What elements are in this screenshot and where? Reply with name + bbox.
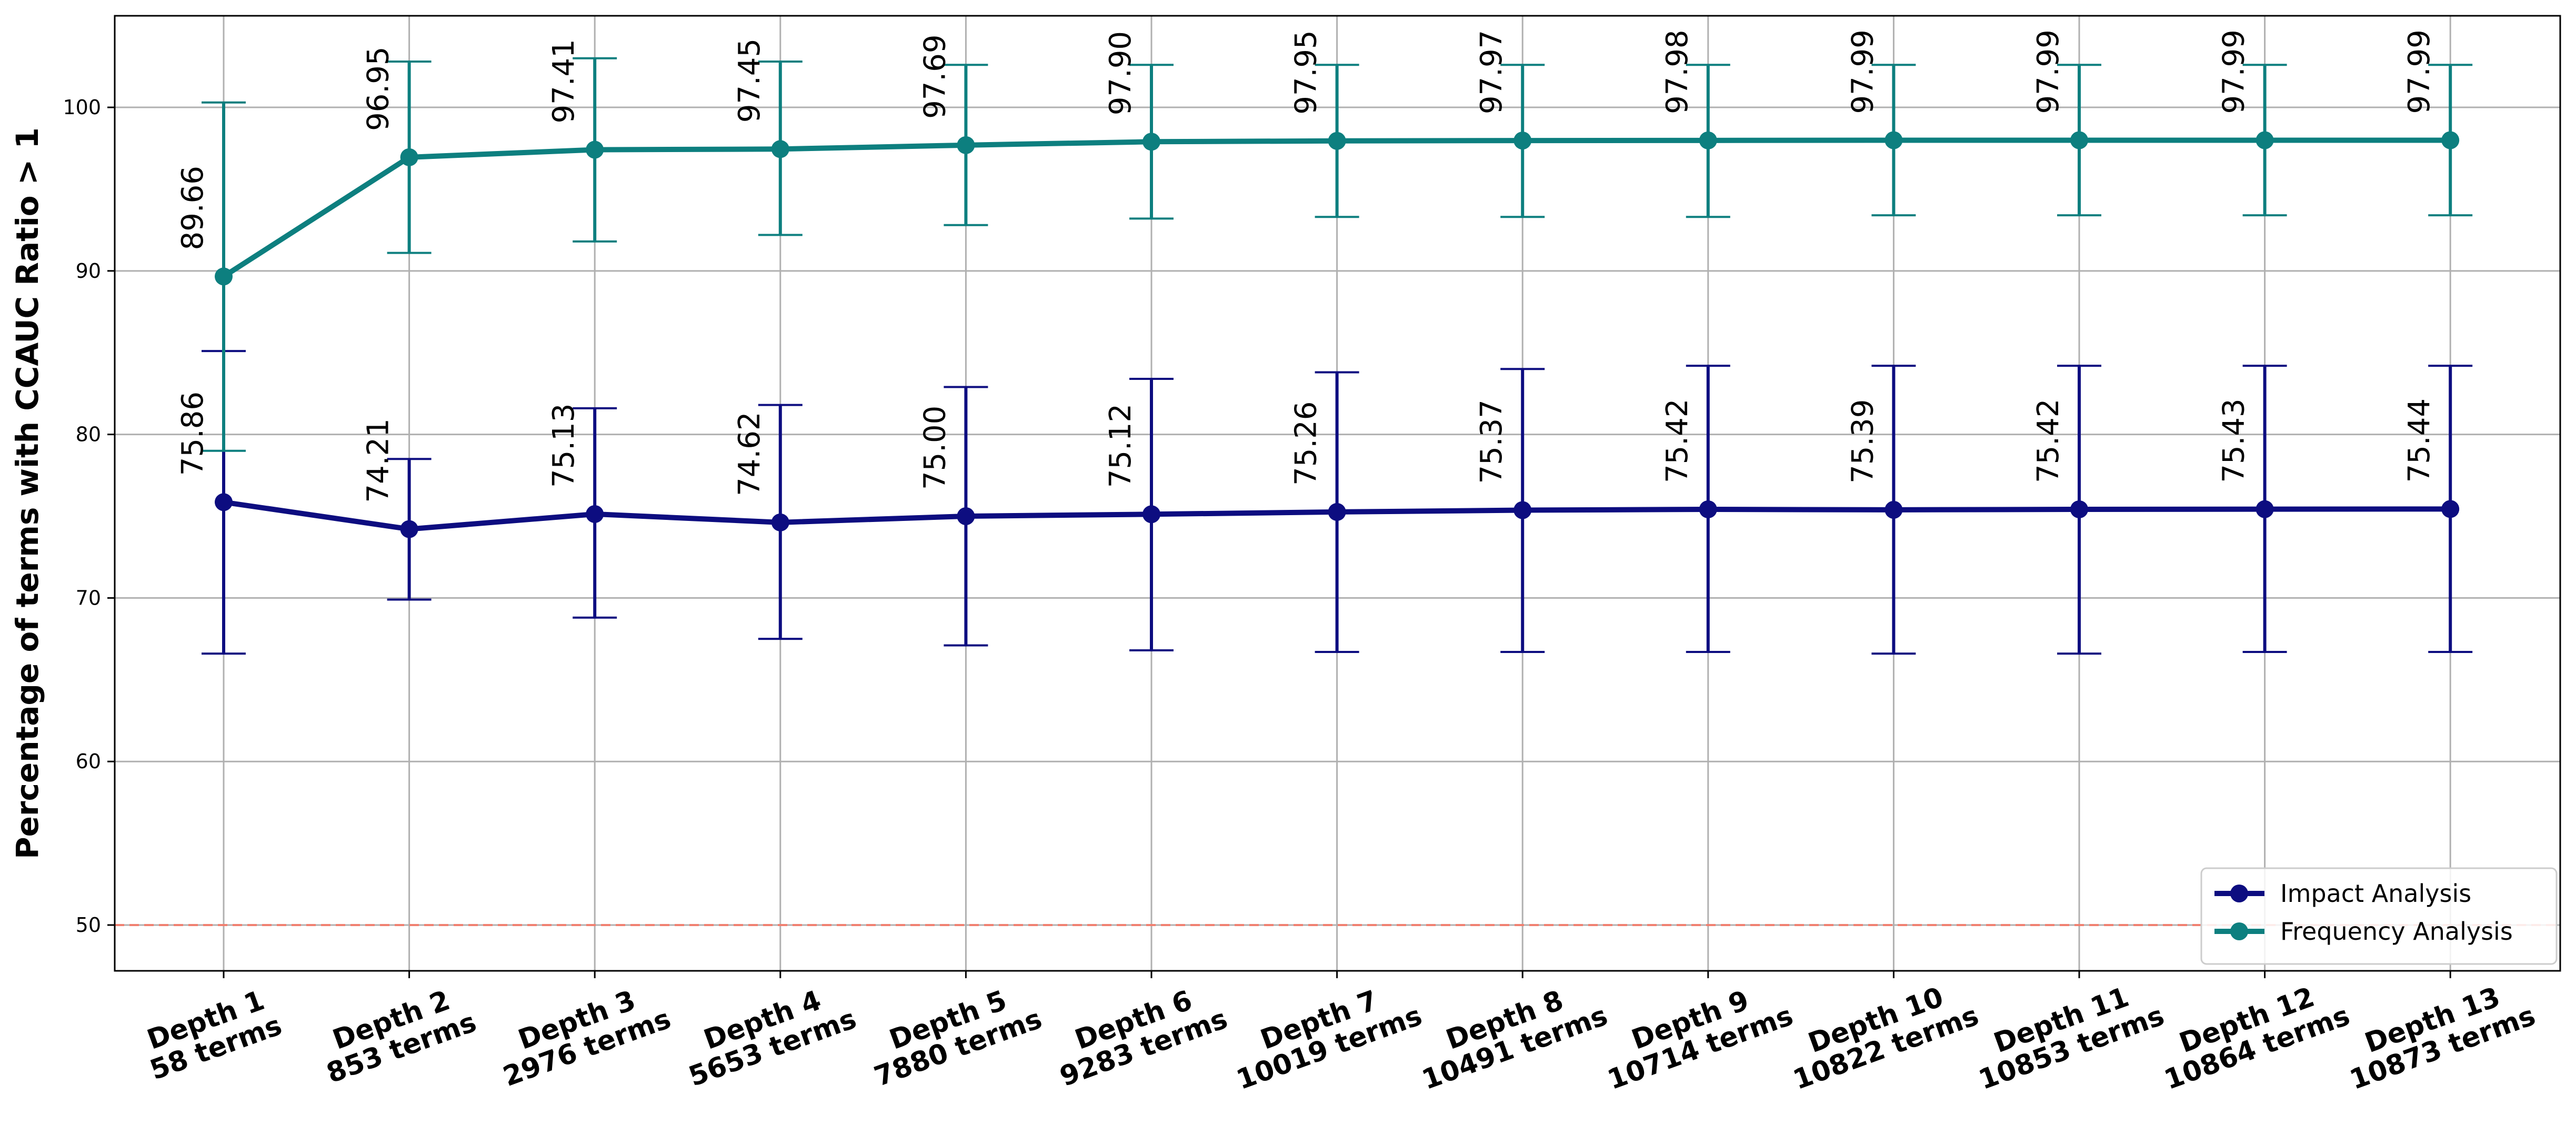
legend-box xyxy=(2200,867,2558,965)
legend-swatch-marker xyxy=(2230,922,2248,940)
x-tick-label: Depth 910714 terms xyxy=(1593,972,1797,1097)
data-label: 75.26 xyxy=(1289,401,1324,486)
data-label: 75.37 xyxy=(1475,399,1509,484)
data-label: 97.99 xyxy=(1846,29,1880,114)
legend-label: Frequency Analysis xyxy=(2280,917,2513,946)
series-frequency-analysis xyxy=(202,57,2473,452)
legend-label: Impact Analysis xyxy=(2280,879,2471,908)
y-tick-label: 60 xyxy=(76,750,101,773)
y-tick-label: 50 xyxy=(76,913,101,937)
data-point xyxy=(771,513,789,531)
data-labels: 75.86 74.21 75.13 74.62 75.00 75.12 75.26 75.37… xyxy=(176,29,2437,503)
data-label: 75.43 xyxy=(2217,398,2251,483)
data-label: 97.95 xyxy=(1289,30,1324,114)
data-point xyxy=(1699,131,1717,149)
x-tick-label: Depth 1110853 terms xyxy=(1964,972,2168,1097)
data-point xyxy=(1142,505,1160,524)
data-label: 97.99 xyxy=(2402,29,2437,114)
data-point xyxy=(957,507,975,526)
y-tick-label: 70 xyxy=(76,586,101,609)
data-label: 97.98 xyxy=(1660,29,1695,114)
data-point xyxy=(400,520,418,538)
y-tick-label: 80 xyxy=(76,423,101,446)
x-axis-ticks: Depth 158 terms Depth 2853 terms Depth 329… xyxy=(136,971,2540,1097)
x-tick-label: Depth 710019 terms xyxy=(1222,972,1426,1097)
data-label: 89.66 xyxy=(176,166,210,250)
data-point xyxy=(2070,131,2088,149)
data-point xyxy=(1513,132,1532,150)
x-tick-label: Depth 2853 terms xyxy=(313,979,480,1090)
data-point xyxy=(400,148,418,166)
data-point xyxy=(1885,131,1903,149)
data-point xyxy=(1513,501,1532,519)
data-label: 75.44 xyxy=(2402,398,2437,483)
data-point xyxy=(2256,500,2274,518)
data-label: 74.21 xyxy=(362,418,396,503)
series-impact-analysis xyxy=(202,350,2473,655)
data-point xyxy=(2256,131,2274,149)
data-label: 75.00 xyxy=(918,406,952,490)
x-tick-label: Depth 1210864 terms xyxy=(2150,972,2354,1097)
data-label: 96.95 xyxy=(362,47,396,131)
y-tick-label: 100 xyxy=(63,96,101,119)
data-point xyxy=(1328,132,1346,150)
x-tick-label: Depth 158 terms xyxy=(136,982,286,1086)
y-tick-label: 90 xyxy=(76,259,101,283)
data-point xyxy=(215,493,233,511)
x-tick-label: Depth 1310873 terms xyxy=(2336,972,2539,1097)
data-point xyxy=(957,136,975,154)
x-tick-label: Depth 810491 terms xyxy=(1408,972,1611,1097)
data-point xyxy=(771,140,789,158)
data-point xyxy=(215,267,233,286)
data-label: 75.42 xyxy=(1660,399,1695,483)
series-group xyxy=(202,57,2473,655)
data-label: 75.39 xyxy=(1846,399,1880,484)
x-tick-label: Depth 32976 terms xyxy=(489,976,675,1093)
x-tick-label: Depth 57880 terms xyxy=(860,976,1046,1093)
data-label: 97.99 xyxy=(2031,29,2066,114)
data-label: 75.42 xyxy=(2031,399,2066,483)
data-point xyxy=(2441,131,2460,149)
data-label: 75.12 xyxy=(1104,404,1138,488)
legend: Impact Analysis Frequency Analysis xyxy=(2200,867,2558,965)
data-point xyxy=(1885,500,1903,519)
data-label: 74.62 xyxy=(733,411,767,496)
x-tick-label: Depth 69283 terms xyxy=(1046,976,1231,1093)
data-point xyxy=(586,505,604,523)
data-point xyxy=(1699,500,1717,518)
data-label: 97.69 xyxy=(918,35,952,119)
x-tick-label: Depth 1010822 terms xyxy=(1779,972,1983,1097)
data-point xyxy=(2441,500,2460,518)
y-axis-label: Percentage of terms with CCAUC Ratio > 1 xyxy=(9,127,45,859)
data-label: 75.13 xyxy=(547,404,581,488)
data-label: 97.45 xyxy=(733,38,767,123)
data-label: 97.41 xyxy=(547,39,581,123)
data-label: 75.86 xyxy=(176,391,210,476)
legend-swatch-marker xyxy=(2230,885,2248,902)
data-point xyxy=(1328,503,1346,521)
data-label: 97.99 xyxy=(2217,29,2251,114)
y-axis-ticks: 50 60 70 80 90 100 xyxy=(63,96,115,937)
x-tick-label: Depth 45653 terms xyxy=(675,976,860,1093)
data-label: 97.97 xyxy=(1475,30,1509,114)
data-point xyxy=(586,140,604,159)
data-point xyxy=(2070,500,2088,518)
data-point xyxy=(1142,133,1160,151)
data-label: 97.90 xyxy=(1104,31,1138,115)
